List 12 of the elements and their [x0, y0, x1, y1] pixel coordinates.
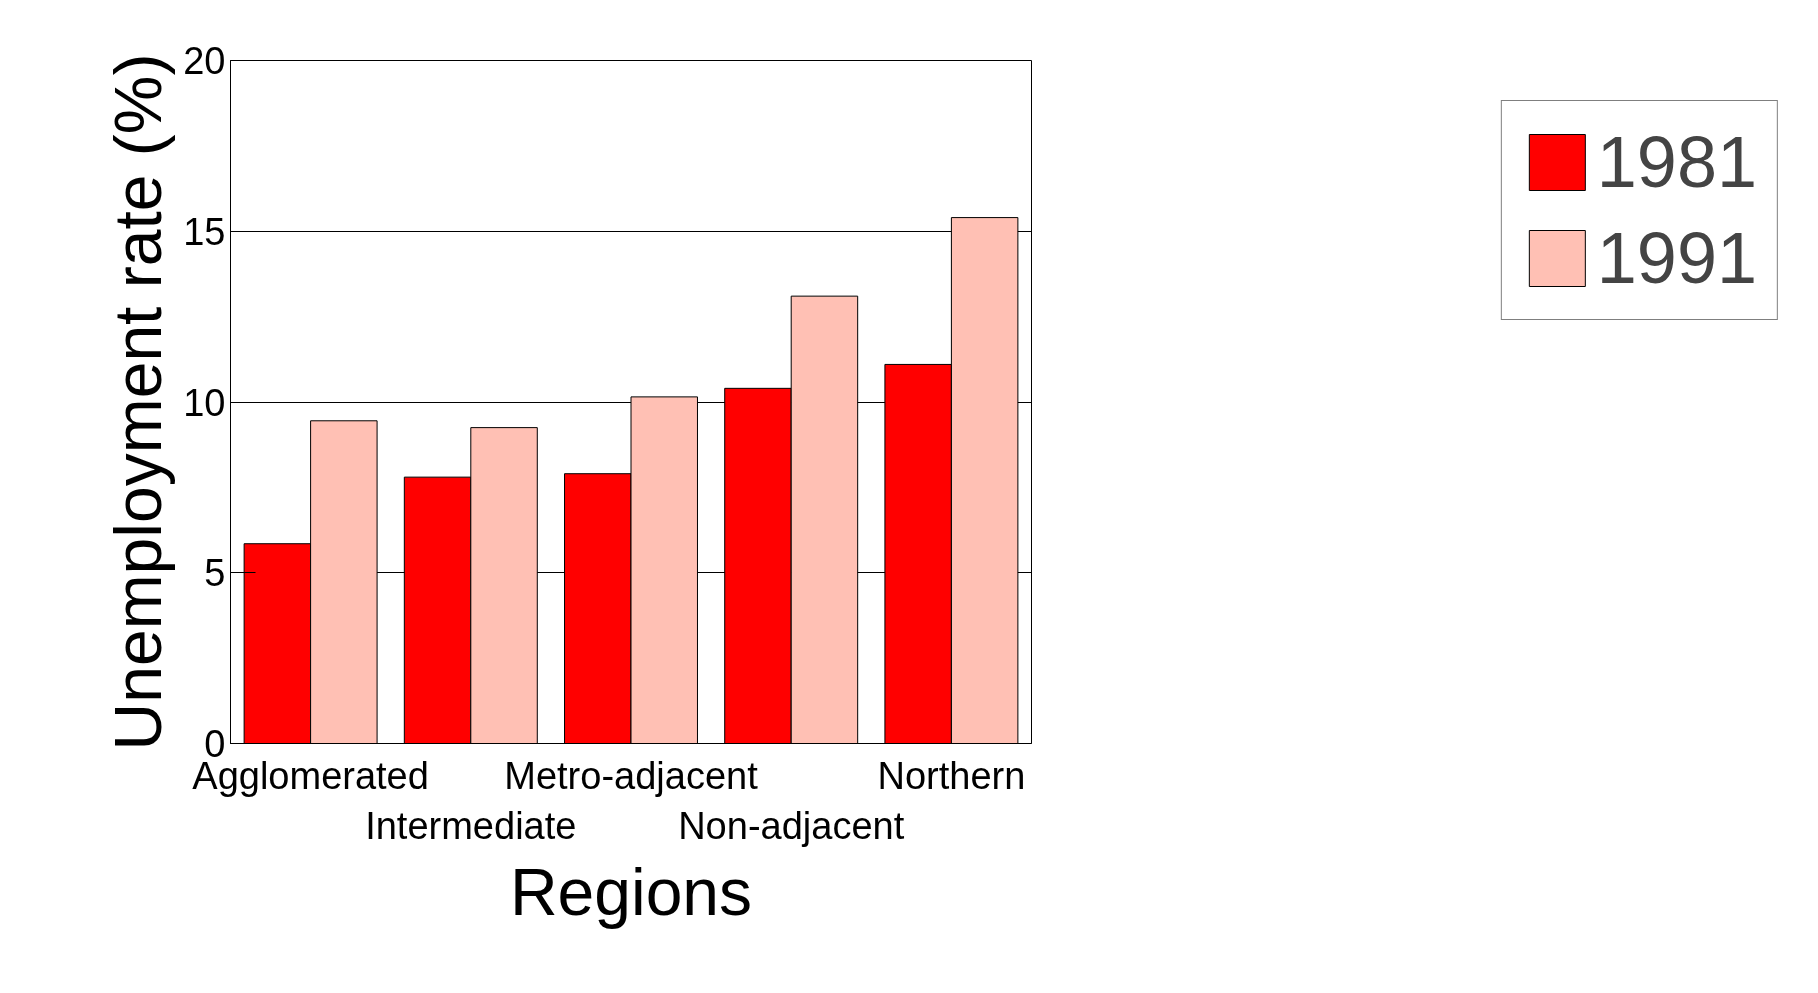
x-axis-title: Regions — [509, 854, 753, 929]
y-tick-label: 5 — [204, 552, 226, 595]
x-tick-label: Intermediate — [365, 804, 577, 847]
x-tick-label: Metro-adjacent — [504, 754, 759, 797]
y-tick-label: 10 — [183, 381, 226, 424]
legend-label: 1991 — [1596, 217, 1757, 299]
x-tick-label: Northern — [877, 754, 1026, 797]
y-axis-title: Unemployment rate (%) — [101, 53, 176, 751]
legend-label: 1981 — [1596, 121, 1757, 203]
y-tick-label: 20 — [183, 40, 226, 82]
y-tick-label: 15 — [183, 210, 226, 253]
x-tick-label: Non-adjacent — [678, 804, 905, 847]
